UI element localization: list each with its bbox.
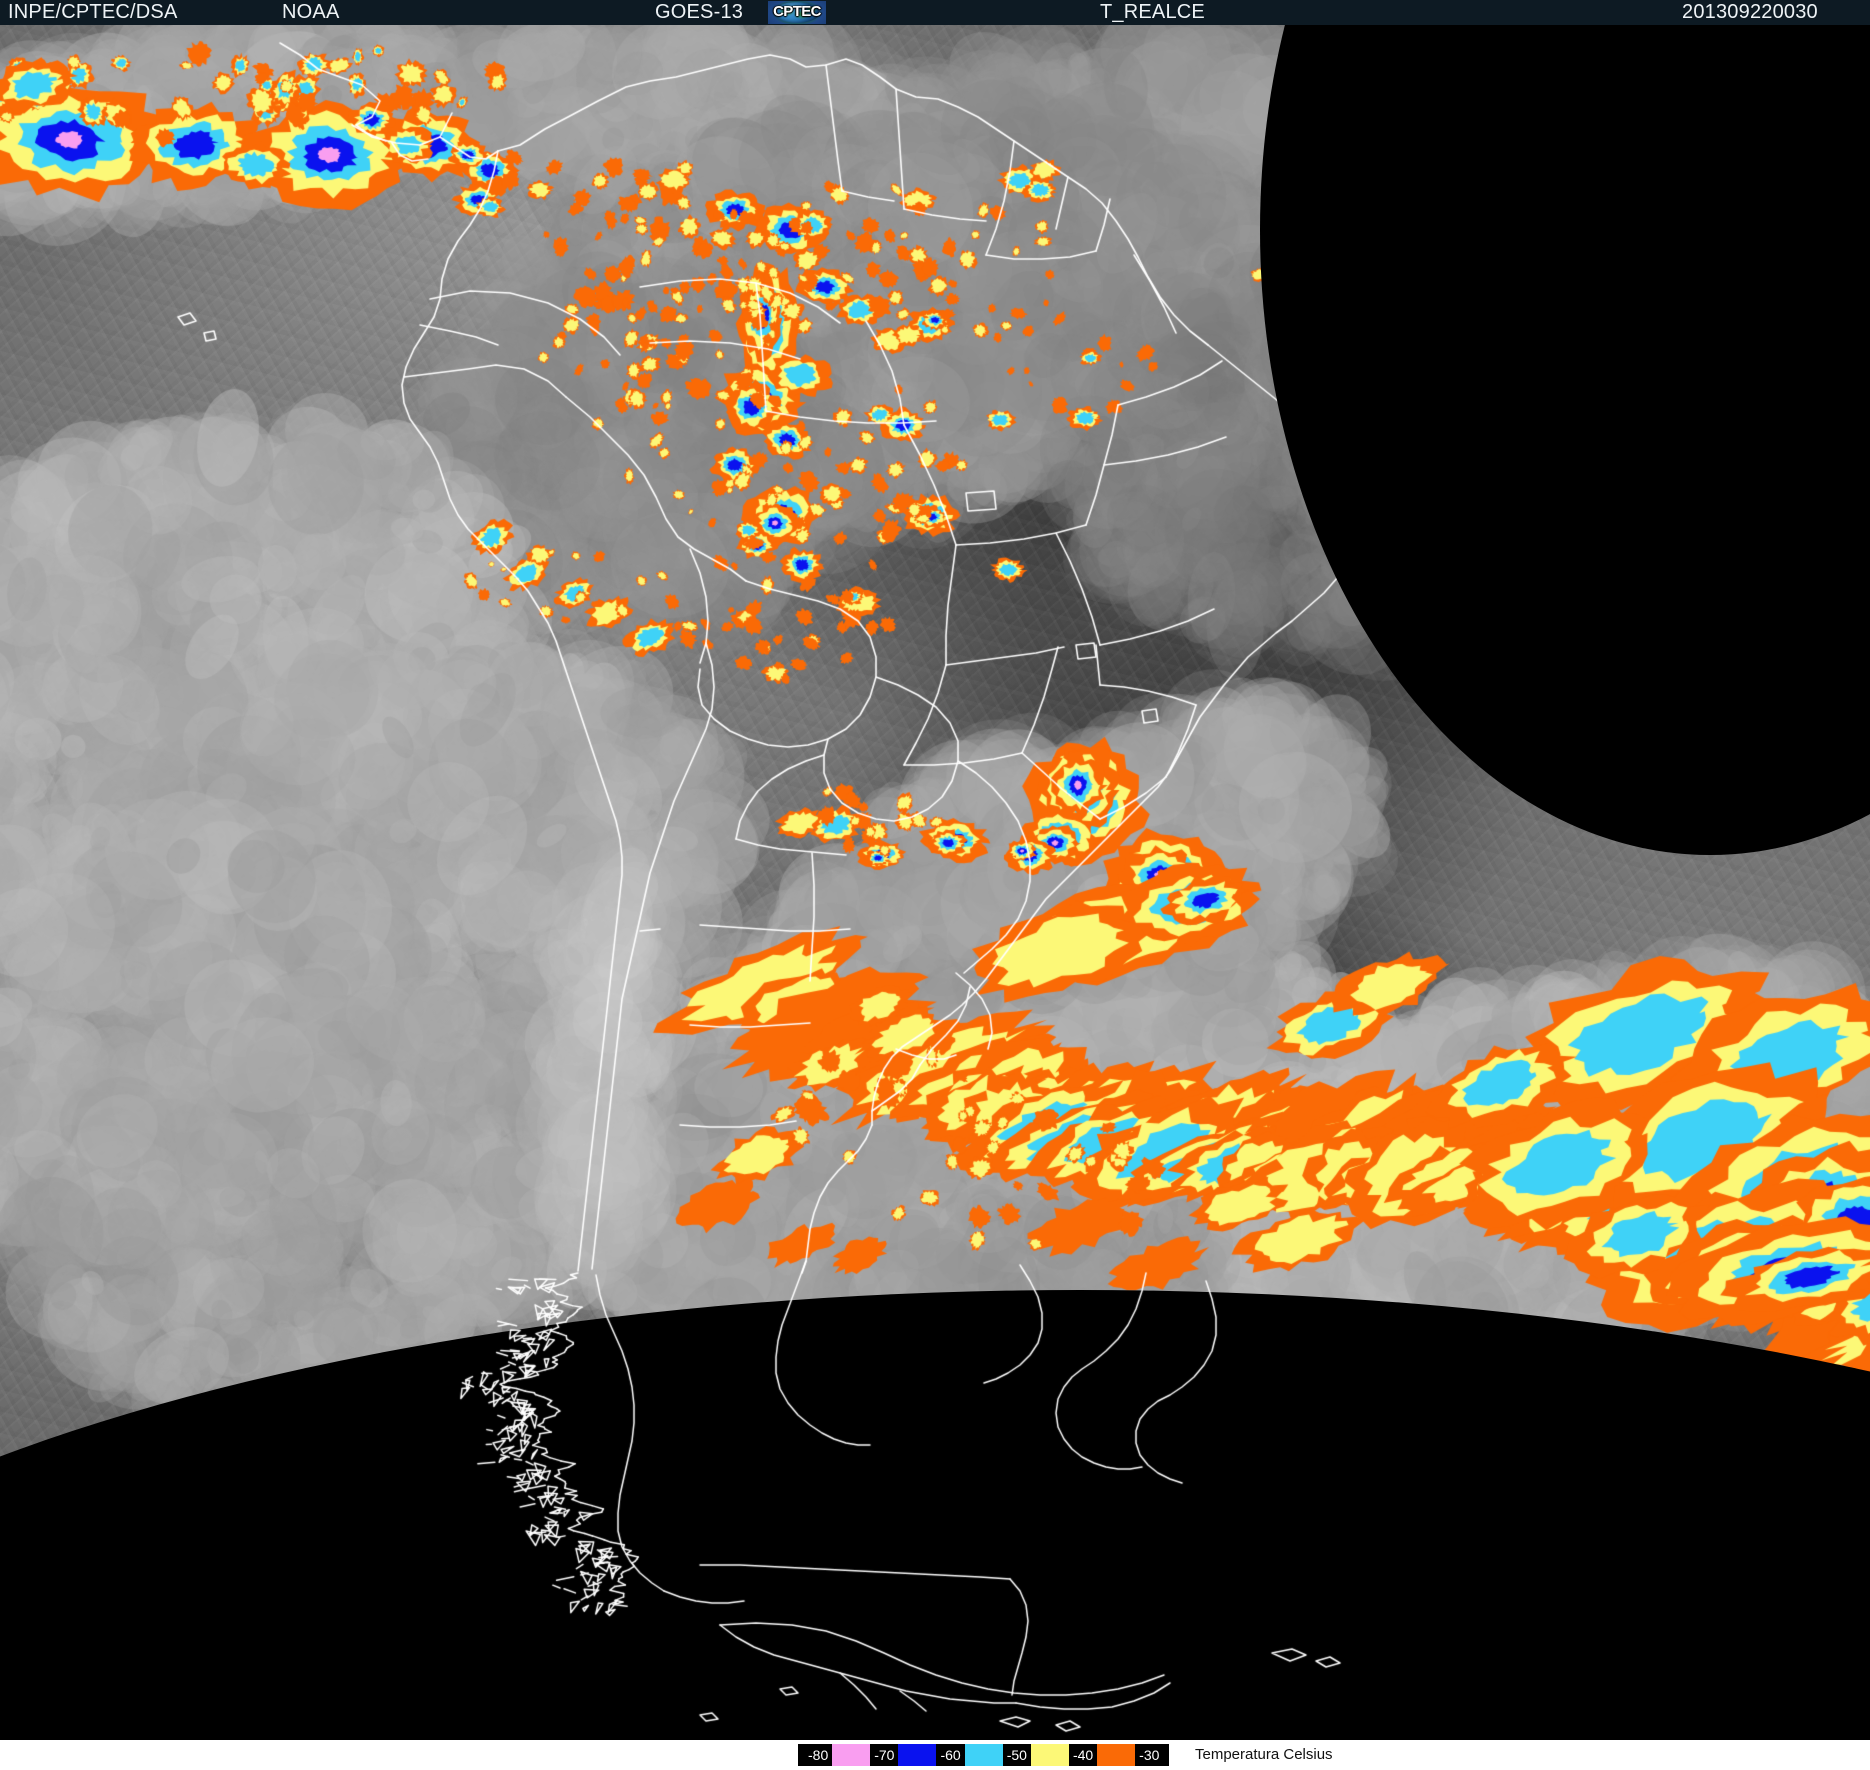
operator-label: NOAA (282, 1, 340, 23)
satellite-label: GOES-13 (655, 1, 744, 23)
legend-label-70: -70 (870, 1744, 899, 1766)
product-label: T_REALCE (1100, 1, 1205, 23)
timestamp-label: 201309220030 (1682, 1, 1818, 23)
legend-label-40: -40 (1068, 1744, 1098, 1766)
cyan-swatch (964, 1744, 1003, 1766)
violet-swatch (832, 1744, 871, 1766)
globe-landmass-icon (776, 4, 818, 21)
legend-endcap-left (798, 1744, 804, 1766)
legend-label-50: -50 (1002, 1744, 1031, 1766)
legend-label-30: -30 (1135, 1744, 1164, 1766)
legend-caption: Temperatura Celsius (1195, 1746, 1333, 1763)
patagonia-coastline-overlay (0, 25, 1870, 1740)
agency-label: INPE/CPTEC/DSA (8, 1, 178, 23)
legend-endcap-right (1163, 1744, 1170, 1766)
satellite-image (0, 25, 1870, 1740)
legend-label-60: -60 (936, 1744, 965, 1766)
header-bar: INPE/CPTEC/DSA NOAA GOES-13 CPTEC T_REAL… (0, 0, 1870, 25)
legend-label-80: -80 (804, 1744, 833, 1766)
color-legend-bar: -80 -70 -60 -50 -40 -30 Temperatura Cels… (0, 1740, 1870, 1770)
cptec-logo-text: CPTEC (773, 3, 821, 20)
orange-swatch (1097, 1744, 1136, 1766)
yellow-swatch (1030, 1744, 1069, 1766)
blue-swatch (898, 1744, 937, 1766)
cptec-logo: CPTEC (768, 1, 826, 24)
temperature-color-scale: -80 -70 -60 -50 -40 -30 (798, 1744, 1170, 1766)
